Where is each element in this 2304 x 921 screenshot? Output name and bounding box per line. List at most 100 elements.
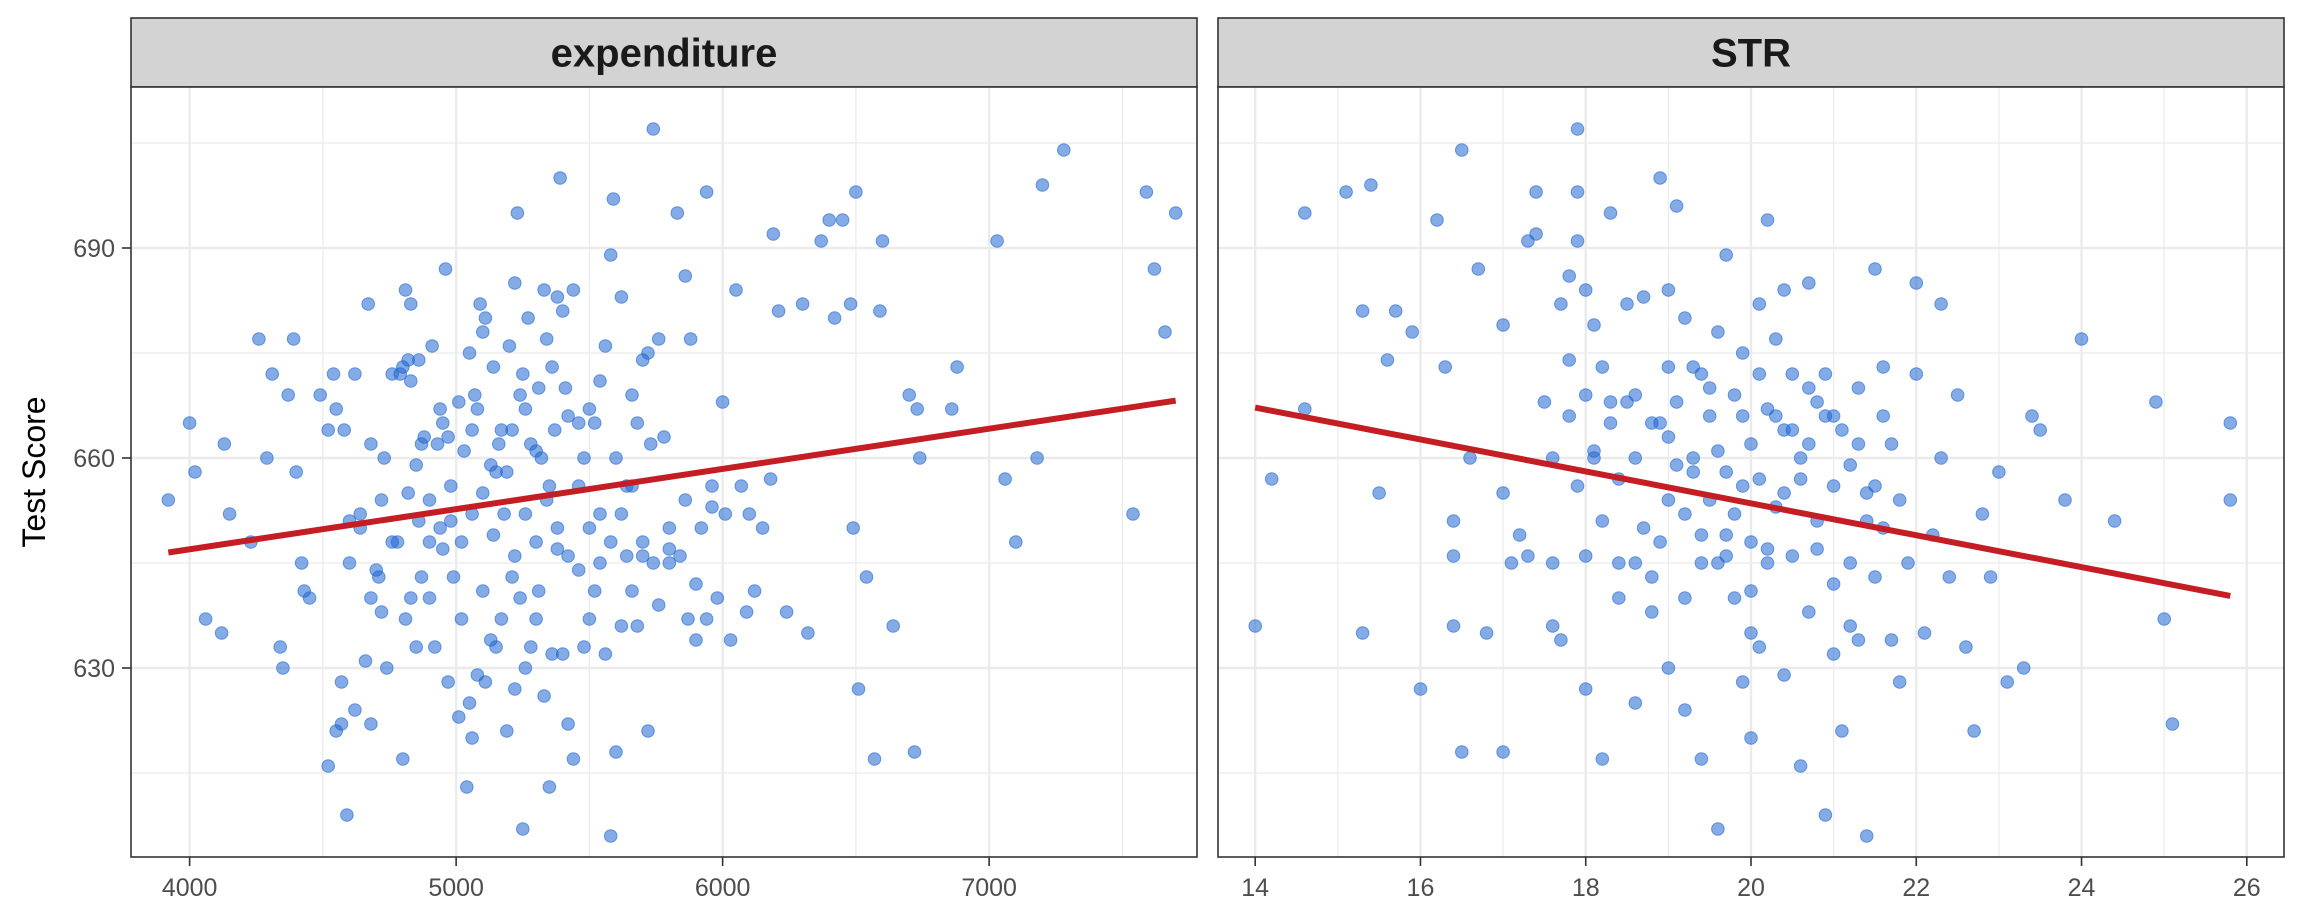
scatter-point bbox=[1587, 318, 1601, 332]
scatter-point bbox=[513, 388, 527, 402]
scatter-point bbox=[1455, 143, 1469, 157]
scatter-point bbox=[1934, 451, 1948, 465]
scatter-point bbox=[795, 297, 810, 311]
scatter-point bbox=[1909, 276, 1924, 290]
scatter-point bbox=[422, 591, 437, 605]
scatter-point bbox=[561, 717, 575, 731]
scatter-point bbox=[518, 507, 533, 521]
scatter-point bbox=[252, 332, 266, 346]
y-tick-label: 660 bbox=[73, 445, 115, 473]
scatter-point bbox=[598, 647, 613, 661]
scatter-point bbox=[2016, 661, 2031, 675]
scatter-point bbox=[441, 675, 455, 689]
scatter-point bbox=[1959, 640, 1973, 654]
facet-strip bbox=[130, 17, 1198, 88]
scatter-point bbox=[1752, 367, 1767, 381]
scatter-point bbox=[1388, 304, 1403, 318]
scatter-point bbox=[398, 283, 413, 297]
scatter-point bbox=[473, 297, 487, 311]
scatter-point bbox=[1818, 808, 1833, 822]
scatter-point bbox=[404, 297, 418, 311]
scatter-point bbox=[867, 752, 882, 766]
scatter-point bbox=[1835, 423, 1849, 437]
scatter-point bbox=[550, 521, 565, 535]
scatter-point bbox=[1380, 353, 1395, 367]
scatter-point bbox=[1678, 311, 1692, 325]
scatter-point bbox=[334, 717, 349, 731]
scatter-point bbox=[2025, 409, 2039, 423]
scatter-point bbox=[1147, 262, 1162, 276]
y-axis-title: Test Score bbox=[16, 396, 52, 547]
scatter-point bbox=[561, 409, 575, 423]
x-tick-label: 16 bbox=[1407, 874, 1435, 902]
scatter-point bbox=[1760, 542, 1775, 556]
scatter-point bbox=[286, 332, 301, 346]
scatter-point bbox=[1769, 332, 1783, 346]
scatter-point bbox=[313, 388, 328, 402]
scatter-point bbox=[337, 423, 352, 437]
scatter-point bbox=[1942, 570, 1957, 584]
scatter-point bbox=[1851, 381, 1866, 395]
scatter-point bbox=[1653, 535, 1667, 549]
scatter-point bbox=[635, 535, 650, 549]
scatter-point bbox=[460, 780, 474, 794]
scatter-point bbox=[913, 451, 927, 465]
scatter-point bbox=[1009, 535, 1023, 549]
scatter-point bbox=[1810, 395, 1824, 409]
scatter-point bbox=[1578, 682, 1593, 696]
scatter-point bbox=[294, 556, 309, 570]
scatter-point bbox=[998, 472, 1012, 486]
scatter-point bbox=[1620, 395, 1634, 409]
scatter-point bbox=[718, 507, 733, 521]
scatter-point bbox=[1661, 283, 1676, 297]
scatter-point bbox=[542, 780, 557, 794]
scatter-point bbox=[444, 514, 458, 528]
scatter-point bbox=[377, 451, 392, 465]
y-axis-ticks: 630 660 690 bbox=[73, 235, 131, 683]
facet-title: STR bbox=[1711, 32, 1791, 76]
scatter-point bbox=[1678, 591, 1692, 605]
scatter-point bbox=[326, 367, 341, 381]
scatter-point bbox=[436, 416, 450, 430]
scatter-point bbox=[1504, 556, 1519, 570]
scatter-point bbox=[603, 248, 618, 262]
scatter-point bbox=[1554, 633, 1568, 647]
scatter-point bbox=[1686, 465, 1700, 479]
scatter-point bbox=[710, 591, 725, 605]
scatter-point bbox=[492, 437, 506, 451]
scatter-point bbox=[1669, 458, 1684, 472]
scatter-point bbox=[1694, 528, 1709, 542]
scatter-point bbox=[1843, 556, 1857, 570]
scatter-point bbox=[1562, 269, 1576, 283]
scatter-point bbox=[1802, 605, 1816, 619]
scatter-point bbox=[508, 549, 522, 563]
scatter-point bbox=[1636, 521, 1651, 535]
scatter-point bbox=[465, 423, 479, 437]
scatter-point bbox=[497, 507, 511, 521]
scatter-point bbox=[340, 808, 354, 822]
scatter-point bbox=[1372, 486, 1386, 500]
scatter-point bbox=[508, 682, 522, 696]
scatter-point bbox=[1158, 325, 1172, 339]
scatter-point bbox=[689, 577, 703, 591]
scatter-point bbox=[1126, 507, 1140, 521]
scatter-point bbox=[1661, 661, 1676, 675]
scatter-point bbox=[1430, 213, 1444, 227]
scatter-point bbox=[518, 402, 533, 416]
scatter-point bbox=[1035, 178, 1050, 192]
scatter-point bbox=[547, 423, 562, 437]
scatter-point bbox=[587, 416, 602, 430]
scatter-point bbox=[598, 339, 613, 353]
scatter-point bbox=[531, 584, 546, 598]
scatter-point bbox=[380, 661, 394, 675]
scatter-point bbox=[529, 612, 543, 626]
x-tick-label: 22 bbox=[1902, 874, 1930, 902]
scatter-point bbox=[849, 185, 863, 199]
scatter-point bbox=[1355, 304, 1370, 318]
scatter-point bbox=[843, 297, 858, 311]
scatter-point bbox=[1661, 493, 1676, 507]
scatter-point bbox=[276, 661, 290, 675]
scatter-point bbox=[814, 234, 829, 248]
scatter-point bbox=[478, 675, 493, 689]
scatter-point bbox=[1578, 549, 1593, 563]
